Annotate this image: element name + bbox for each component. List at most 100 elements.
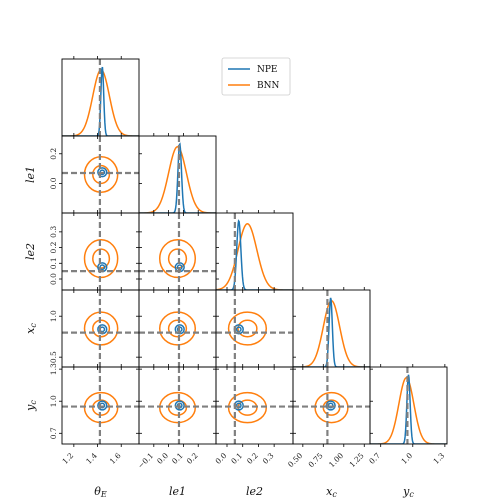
x-tick-label-le1: 0.2 bbox=[185, 451, 200, 466]
y-axis-label-x_c: xc bbox=[24, 323, 38, 334]
panel-inner bbox=[139, 290, 216, 367]
density-npe-x_c bbox=[293, 297, 370, 367]
panel-x_c-le2 bbox=[213, 287, 296, 370]
y-tick-label-y_c: 0.7 bbox=[49, 427, 58, 439]
x-tick-label-theta_E: 1.2 bbox=[60, 451, 75, 466]
panel-x_c-x_c bbox=[292, 287, 371, 370]
x-tick-label-y_c: 0.7 bbox=[367, 451, 382, 466]
panel-y_c-y_c: 0.7 1.0 1.3 bbox=[367, 364, 448, 466]
x-tick-label-le2: 0.1 bbox=[229, 451, 244, 466]
contour-bnn-1 bbox=[237, 319, 258, 338]
contour-bnn-2 bbox=[158, 238, 197, 279]
contour-bnn-2 bbox=[83, 238, 119, 279]
panel-inner bbox=[293, 290, 370, 367]
density-npe-le1 bbox=[139, 142, 216, 213]
y-tick-label-le2: 0.2 bbox=[49, 241, 58, 253]
panel-le2-theta_E: 0.0 0.1 0.2 0.3 bbox=[49, 210, 142, 293]
x-tick-label-x_c: 1.00 bbox=[327, 451, 345, 469]
y-axis-label-le1: le1 bbox=[24, 166, 37, 183]
contour-bnn-2 bbox=[227, 311, 268, 346]
panel-theta_E-theta_E bbox=[61, 56, 140, 139]
contour-bnn-2 bbox=[83, 155, 119, 194]
contour-bnn-2 bbox=[158, 311, 197, 346]
panel-frame bbox=[215, 289, 294, 368]
panel-inner bbox=[370, 367, 447, 444]
panel-le1-le1 bbox=[138, 133, 217, 216]
legend-box bbox=[221, 57, 291, 96]
contour-npe-2 bbox=[97, 324, 108, 335]
panel-y_c-x_c: 0.50 0.75 1.00 1.25 bbox=[286, 364, 373, 469]
x-tick-label-theta_E: 1.6 bbox=[108, 451, 123, 466]
panel-frame bbox=[138, 212, 217, 291]
panel-y_c-theta_E: 1.2 1.4 1.6 0.7 1.0 1.3 bbox=[49, 363, 142, 466]
contour-npe-2 bbox=[325, 400, 336, 411]
legend-npe-label: NPE bbox=[257, 65, 278, 75]
panel-y_c-le1: −0.1 0.0 0.1 0.2 bbox=[136, 364, 219, 470]
panel-inner bbox=[216, 213, 293, 290]
x-tick-label-le1: 0.1 bbox=[170, 451, 185, 466]
contour-npe-2 bbox=[174, 324, 185, 335]
y-tick-label-x_c: 0.5 bbox=[49, 351, 58, 363]
x-axis-label-le1: le1 bbox=[169, 485, 186, 498]
legend: NPE BNN bbox=[221, 57, 291, 96]
panel-inner bbox=[293, 367, 370, 444]
panel-le1-theta_E: 0.0 0.2 bbox=[49, 133, 142, 216]
panel-frame bbox=[369, 366, 448, 445]
x-tick-label-le2: 0.2 bbox=[245, 451, 260, 466]
panel-inner bbox=[139, 136, 216, 213]
y-tick-label-le2: 0.0 bbox=[49, 273, 58, 285]
contour-bnn-1 bbox=[92, 248, 111, 269]
contour-npe-2 bbox=[97, 167, 108, 178]
panel-inner bbox=[62, 213, 139, 290]
x-axis-label-le2: le2 bbox=[246, 485, 263, 498]
panel-x_c-le1 bbox=[136, 287, 219, 370]
contour-bnn-2 bbox=[83, 311, 119, 346]
panel-frame bbox=[215, 212, 294, 291]
panel-le2-le2 bbox=[215, 210, 294, 293]
y-tick-label-le1: 0.2 bbox=[49, 148, 58, 160]
x-tick-label-le1: −0.1 bbox=[136, 451, 155, 470]
legend-bnn-label: BNN bbox=[257, 81, 279, 91]
density-bnn-le1 bbox=[139, 146, 216, 213]
x-axis-label-theta_E: θE bbox=[94, 485, 107, 498]
y-tick-label-le2: 0.3 bbox=[49, 226, 58, 238]
contour-bnn-1 bbox=[92, 164, 111, 185]
contour-bnn-1 bbox=[92, 319, 111, 338]
panel-inner bbox=[216, 290, 293, 367]
x-tick-label-le2: 0.0 bbox=[214, 451, 229, 466]
y-axis-label-y_c: yc bbox=[24, 400, 38, 412]
y-tick-label-y_c: 1.3 bbox=[49, 363, 58, 375]
panel-y_c-le2: 0.0 0.1 0.2 0.3 bbox=[213, 364, 296, 466]
y-tick-label-x_c: 1.0 bbox=[49, 310, 58, 322]
panels-group: 0.00.20.00.10.20.30.51.01.2 1.4 1.60.71.01… bbox=[24, 56, 448, 498]
panel-inner bbox=[62, 136, 139, 213]
y-tick-label-le1: 0.0 bbox=[49, 177, 58, 189]
panel-inner bbox=[216, 367, 293, 444]
x-tick-label-x_c: 0.75 bbox=[307, 451, 325, 469]
panel-x_c-theta_E: 0.5 1.0 bbox=[49, 287, 142, 370]
panel-inner bbox=[62, 290, 139, 367]
y-tick-label-le2: 0.1 bbox=[49, 257, 58, 269]
density-npe-le2 bbox=[216, 219, 293, 290]
contour-bnn-1 bbox=[167, 319, 188, 338]
contour-npe-2 bbox=[97, 400, 108, 411]
x-tick-label-le2: 0.3 bbox=[261, 451, 276, 466]
panel-inner bbox=[139, 367, 216, 444]
panel-inner bbox=[139, 213, 216, 290]
x-tick-label-y_c: 1.3 bbox=[431, 451, 446, 466]
y-axis-label-le2: le2 bbox=[24, 243, 37, 260]
panel-inner bbox=[62, 59, 139, 136]
x-axis-label-y_c: yc bbox=[402, 485, 414, 498]
x-tick-label-x_c: 0.50 bbox=[286, 451, 304, 469]
density-bnn-le2 bbox=[216, 223, 293, 290]
panel-le2-le1 bbox=[136, 210, 219, 293]
density-npe-y_c bbox=[370, 374, 447, 444]
panel-inner bbox=[62, 367, 139, 444]
x-tick-label-le1: 0.0 bbox=[155, 451, 170, 466]
x-tick-label-x_c: 1.25 bbox=[348, 451, 366, 469]
x-axis-label-x_c: xc bbox=[326, 485, 337, 498]
x-tick-label-theta_E: 1.4 bbox=[84, 451, 99, 466]
x-tick-label-y_c: 1.0 bbox=[399, 451, 414, 466]
y-tick-label-y_c: 1.0 bbox=[49, 395, 58, 407]
